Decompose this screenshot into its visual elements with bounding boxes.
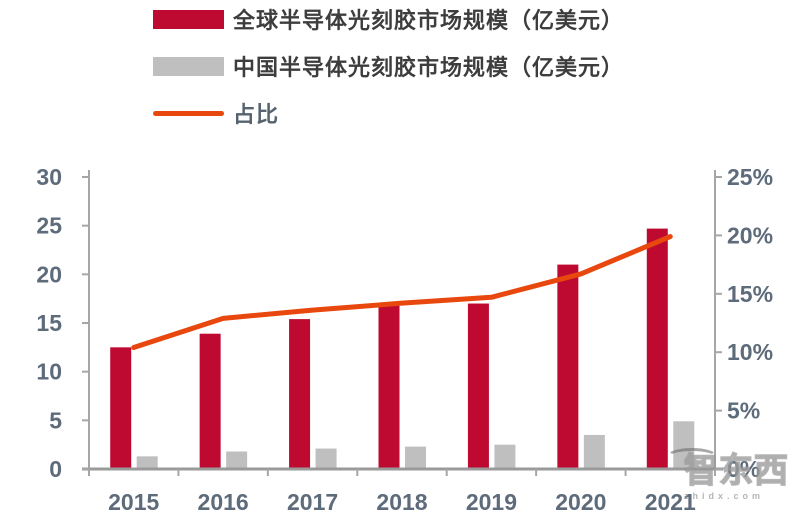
left-axis-label: 15 [36,310,62,336]
right-axis-label: 15% [727,281,773,307]
legend-swatch-ratio-line [153,110,224,116]
legend-item-ratio: 占比 [153,102,624,127]
legend-item-china-market: 中国半导体光刻胶市场规模（亿美元） [153,55,624,80]
legend-swatch-global-bar [153,9,224,29]
left-axis-label: 25 [36,213,62,239]
right-axis-label: 0% [727,456,760,482]
left-axis-label: 0 [49,456,62,482]
bar-global-2019 [467,303,489,469]
x-axis-label-2016: 2016 [198,489,249,515]
x-axis-label-2020: 2020 [555,489,606,515]
left-axis-label: 20 [36,261,62,287]
bar-china-2018 [405,446,426,469]
watermark-subtext: zhidx.com [684,491,765,501]
bar-global-2017 [289,319,311,469]
right-axis-label: 25% [727,164,773,190]
bar-china-2019 [494,444,516,469]
legend-label-china-market: 中国半导体光刻胶市场规模（亿美元） [233,55,625,80]
watermark: 智东西 zhidx.com [666,448,800,501]
legend-item-global-market: 全球半导体光刻胶市场规模（亿美元） [153,8,624,33]
legend-label-global-market: 全球半导体光刻胶市场规模（亿美元） [233,8,625,33]
legend-swatch-china-bar [153,56,224,76]
bar-china-2020 [583,434,605,469]
right-axis-label: 10% [727,339,773,365]
x-axis-label-2015: 2015 [108,489,159,515]
bar-china-2015 [136,456,158,469]
x-axis-label-2017: 2017 [287,489,338,515]
chart-legend: 全球半导体光刻胶市场规模（亿美元） 中国半导体光刻胶市场规模（亿美元） 占比 [153,8,624,150]
left-axis-label: 5 [49,407,62,433]
legend-label-ratio: 占比 [233,102,280,127]
left-axis-label: 10 [36,359,62,385]
bar-global-2016 [199,333,221,469]
x-axis-label-2019: 2019 [466,489,517,515]
x-axis-label-2021: 2021 [645,489,696,515]
bar-global-2020 [557,264,579,469]
bar-global-2015 [110,347,132,469]
right-axis-label: 5% [727,398,760,424]
bar-china-2017 [315,448,337,469]
bar-china-2016 [226,451,248,469]
bar-global-2018 [378,303,400,469]
watermark-arc-icon [666,448,718,466]
right-axis-label: 20% [727,222,773,248]
bar-global-2021 [646,228,668,469]
x-axis-label-2018: 2018 [376,489,427,515]
ratio-line [131,234,673,351]
left-axis-label: 30 [36,164,62,190]
